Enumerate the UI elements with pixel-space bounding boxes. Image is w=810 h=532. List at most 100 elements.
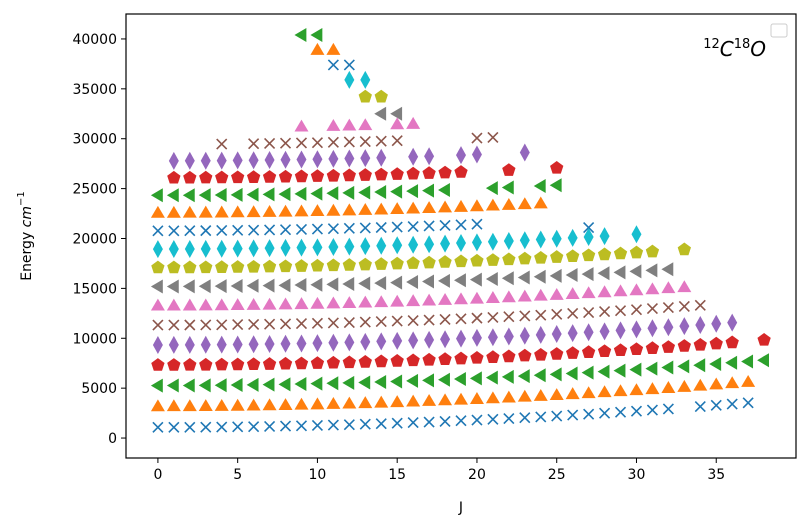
data-point (359, 316, 371, 328)
data-point (725, 335, 739, 349)
data-point (358, 355, 372, 368)
data-point (376, 332, 387, 351)
data-point (438, 183, 450, 198)
data-point (328, 237, 339, 256)
data-point (199, 170, 213, 184)
data-point (168, 319, 180, 331)
data-point (533, 388, 548, 401)
x-tick-label: 0 (153, 467, 162, 483)
data-point (487, 232, 498, 251)
data-point (646, 303, 658, 315)
data-point (278, 398, 293, 410)
data-point (215, 260, 229, 273)
data-point (406, 116, 421, 129)
data-point (551, 410, 563, 422)
data-point (581, 267, 594, 282)
data-point (296, 334, 307, 353)
data-point (278, 297, 293, 310)
data-point (614, 305, 627, 317)
data-point (248, 239, 259, 258)
data-point (358, 168, 372, 181)
data-point (326, 376, 339, 391)
data-point (344, 237, 355, 256)
data-point (151, 260, 165, 274)
data-point (709, 377, 724, 390)
data-point (502, 252, 516, 266)
data-point (182, 188, 195, 203)
data-point (599, 306, 611, 318)
data-point (327, 317, 339, 329)
data-point (230, 205, 245, 218)
annotation-carbon: C (720, 37, 734, 61)
data-point (198, 399, 213, 412)
data-point (423, 314, 435, 326)
data-point (422, 394, 437, 406)
data-point (200, 225, 212, 237)
data-point (677, 339, 691, 352)
data-point (581, 365, 594, 380)
data-point (534, 347, 548, 361)
data-point (438, 200, 453, 213)
data-point (727, 313, 738, 332)
data-point (310, 42, 325, 55)
legend-box (770, 23, 788, 38)
data-point (390, 256, 404, 270)
data-point (152, 225, 164, 237)
data-point (583, 323, 594, 342)
data-point (455, 415, 467, 427)
data-point (533, 288, 548, 301)
data-point (454, 372, 466, 387)
data-point (294, 204, 309, 217)
data-point (454, 392, 468, 405)
data-point (567, 307, 579, 320)
data-point (327, 419, 339, 431)
data-point (200, 335, 211, 354)
data-point (344, 149, 355, 168)
data-point (248, 318, 260, 330)
data-point (519, 231, 530, 250)
x-tick-label: 5 (233, 467, 242, 483)
data-point (613, 343, 628, 357)
data-point (407, 220, 419, 233)
x-axis-ticks: 0 5 10 15 20 25 30 35 (153, 458, 725, 483)
data-point (312, 334, 323, 353)
data-point (631, 320, 642, 339)
data-point (599, 407, 611, 419)
data-point (374, 295, 389, 308)
data-point (343, 419, 355, 431)
data-point (471, 233, 482, 252)
data-point (326, 118, 341, 131)
data-point (597, 344, 612, 358)
data-point (581, 286, 596, 299)
data-point (439, 313, 451, 325)
data-point (583, 306, 595, 319)
data-point (279, 137, 292, 149)
data-point (517, 369, 530, 384)
data-point (422, 274, 434, 289)
data-point (645, 361, 658, 376)
data-point (407, 315, 419, 327)
x-axis-label: J (458, 500, 463, 516)
data-point (230, 278, 243, 293)
data-point (455, 219, 467, 231)
data-point (310, 186, 323, 201)
data-point (216, 421, 228, 433)
data-point (279, 224, 292, 236)
data-point (184, 335, 195, 354)
data-point (629, 362, 642, 377)
data-point (374, 185, 387, 200)
x-tick-label: 25 (548, 467, 566, 483)
y-tick-label: 20000 (72, 231, 117, 247)
data-point (456, 329, 466, 348)
data-point (184, 421, 196, 433)
data-point (391, 417, 403, 429)
data-point (326, 277, 339, 292)
data-point (342, 396, 357, 409)
data-point (390, 294, 405, 307)
data-point (406, 294, 421, 307)
data-point (327, 223, 339, 235)
data-point (677, 242, 691, 256)
data-point (392, 236, 403, 255)
data-point (613, 384, 628, 397)
data-point (408, 147, 419, 166)
